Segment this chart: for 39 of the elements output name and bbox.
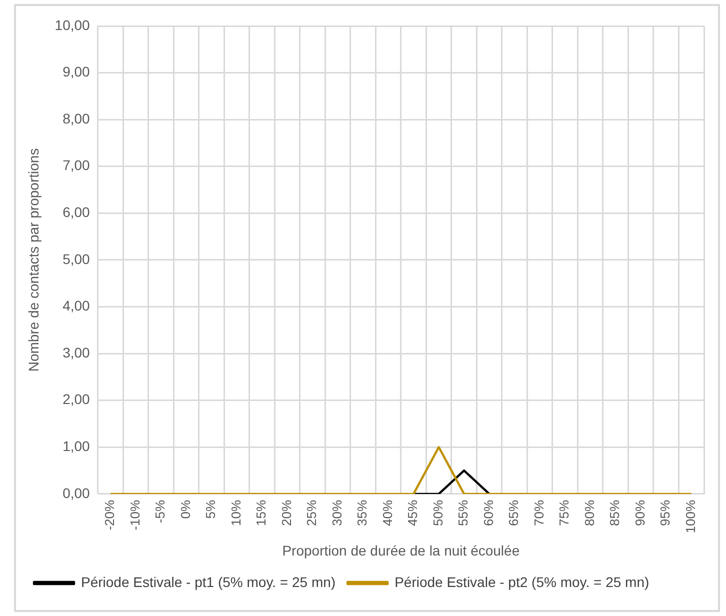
x-tick-label: 45% (405, 500, 420, 526)
x-tick-label: 75% (556, 500, 572, 526)
y-tick-label: 9,00 (62, 64, 90, 80)
y-tick-label: 7,00 (62, 157, 90, 174)
y-tick-label: 3,00 (62, 344, 90, 360)
y-tick-label: 0,00 (62, 484, 90, 501)
x-tick-label: 15% (254, 500, 269, 526)
y-tick-label: 2,00 (62, 391, 90, 408)
x-axis-title: Proportion de durée de la nuit écoulée (282, 542, 520, 558)
x-tick-label: 0% (178, 500, 193, 519)
legend-label: Période Estivale - pt2 (5% moy. = 25 mn) (394, 574, 650, 590)
y-tick-label: 8,00 (62, 110, 90, 126)
x-tick-label: -10% (127, 500, 142, 530)
x-tick-label: -5% (152, 500, 168, 524)
x-tick-label: 100% (682, 500, 698, 534)
x-tick-label: 5% (203, 500, 218, 519)
legend-label: Période Estivale - pt1 (5% moy. = 25 mn) (81, 574, 336, 590)
x-tick-label: 70% (531, 500, 546, 526)
x-tick-label: 55% (456, 500, 471, 526)
x-tick-label: 30% (329, 500, 344, 526)
y-tick-label: 6,00 (62, 204, 90, 220)
x-tick-label: 20% (278, 500, 294, 526)
x-tick-label: 85% (607, 500, 622, 526)
x-tick-label: 40% (380, 500, 395, 526)
y-tick-label: 10,00 (54, 16, 90, 33)
x-tick-label: 50% (430, 500, 446, 526)
y-tick-label: 5,00 (62, 250, 90, 267)
x-tick-label: 10% (228, 500, 244, 526)
y-tick-label: 4,00 (62, 298, 90, 314)
y-axis-title: Nombre de contacts par proportions (25, 148, 42, 372)
x-tick-label: 35% (354, 500, 370, 526)
x-tick-label: 65% (506, 500, 522, 526)
x-tick-label: 95% (658, 500, 673, 526)
x-tick-label: 60% (480, 500, 496, 526)
x-tick-label: 90% (632, 500, 648, 526)
x-tick-label: 80% (582, 500, 597, 526)
y-tick-label: 1,00 (62, 438, 90, 454)
x-tick-label: 25% (304, 500, 320, 526)
x-tick-label: -20% (102, 500, 118, 530)
